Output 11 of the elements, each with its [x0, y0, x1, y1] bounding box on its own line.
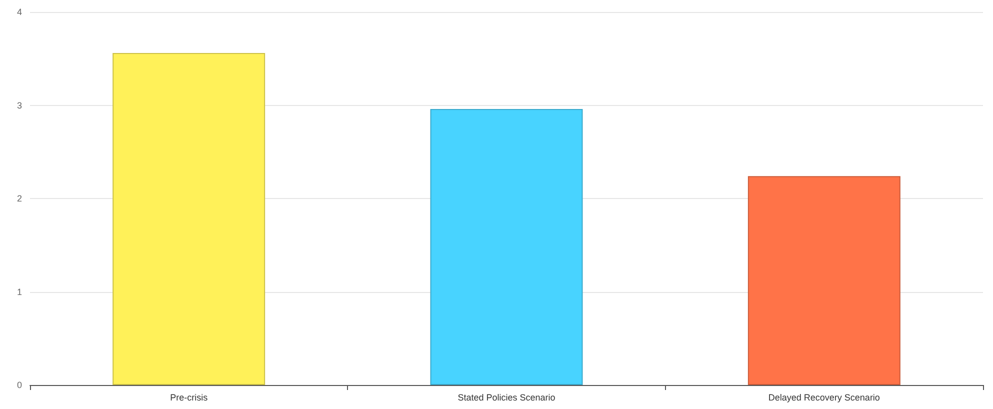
bar	[748, 176, 900, 385]
bar	[430, 108, 583, 385]
y-tick-label: 3	[16, 100, 22, 110]
y-tick-label: 4	[16, 7, 22, 17]
x-tick-label: Pre-crisis	[170, 392, 208, 402]
y-tick-label: 1	[16, 286, 22, 297]
y-tick-label: 0	[16, 380, 22, 390]
x-tick-label: Delayed Recovery Scenario	[768, 392, 880, 402]
bar	[112, 53, 266, 385]
y-tick-label: 2	[16, 194, 22, 204]
x-tick-label: Stated Policies Scenario	[458, 392, 556, 402]
